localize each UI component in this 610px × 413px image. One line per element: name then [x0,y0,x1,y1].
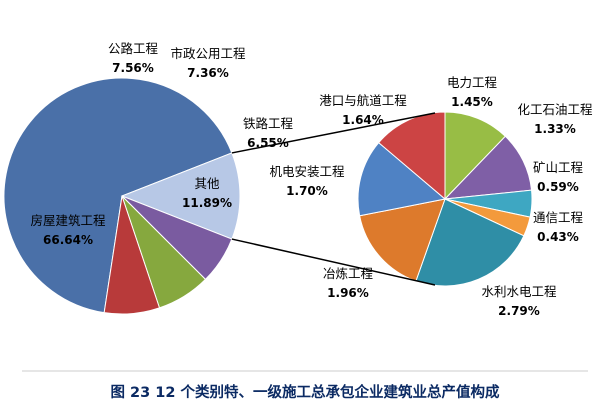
sub-5-value-label: 1.96% [327,286,369,300]
main-slice-1 [120,152,241,240]
sub-3-name-label: 通信工程 [533,210,584,225]
main-4-name-label: 公路工程 [108,41,159,56]
sub-3-value-label: 0.43% [537,230,579,244]
main-0-name-label: 房屋建筑工程 [30,213,106,228]
main-pie [3,77,241,315]
main-1-value-label: 11.89% [182,196,232,210]
sub-0-value-label: 1.45% [451,95,493,109]
sub-7-name-label: 港口与航道工程 [319,93,407,108]
main-0-value-label: 66.64% [43,233,93,247]
sub-6-value-label: 1.70% [286,184,328,198]
sub-2-name-label: 矿山工程 [533,160,584,175]
sub-1-value-label: 1.33% [534,122,576,136]
sub-4-value-label: 2.79% [498,304,540,318]
sub-pie [357,111,533,287]
data-labels: 房屋建筑工程 66.64% 其他 11.89% 铁路工程 6.55% 市政公用工程 7.36%… [30,41,593,318]
sub-7-value-label: 1.64% [342,113,384,127]
sub-slice-4 [415,198,525,287]
connector-line-top [231,112,436,154]
chart-caption: 图 23 12 个类别特、一级施工总承包企业建筑业总产值构成 [110,385,500,401]
main-slice-0 [3,77,233,314]
sub-5-name-label: 冶炼工程 [323,266,374,281]
sub-4-name-label: 水利水电工程 [481,284,557,299]
connector-line-bottom [231,238,436,286]
main-3-name-label: 市政公用工程 [170,46,246,61]
main-2-name-label: 铁路工程 [243,116,294,131]
caption-divider [22,370,588,372]
sub-6-name-label: 机电安装工程 [269,164,345,179]
sub-2-value-label: 0.59% [537,180,579,194]
main-slice-4 [103,195,161,315]
main-4-value-label: 7.56% [112,61,154,75]
pie-of-pie-chart: 房屋建筑工程 66.64% 其他 11.89% 铁路工程 6.55% 市政公用工程 7.36%… [3,41,593,318]
sub-slice-0 [444,111,507,201]
main-2-value-label: 6.55% [247,136,289,150]
sub-slice-6 [357,141,447,217]
sub-1-name-label: 化工石油工程 [517,102,593,117]
main-1-name-label: 其他 [194,176,220,191]
sub-0-name-label: 电力工程 [447,75,498,90]
main-3-value-label: 7.36% [187,66,229,80]
sub-slice-7 [377,111,446,201]
